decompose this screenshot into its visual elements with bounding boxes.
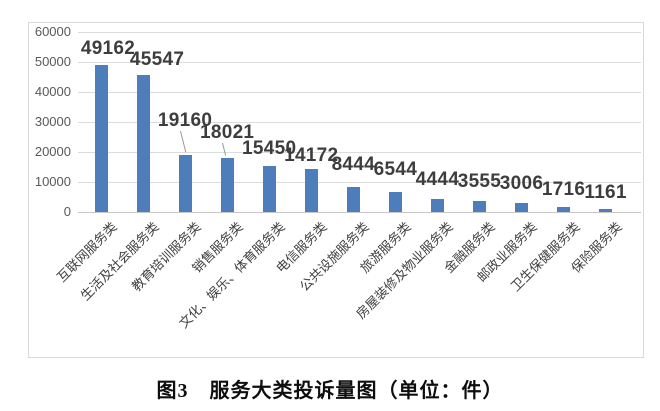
x-axis-line [78,212,641,213]
figure-caption: 图3 服务大类投诉量图（单位：件） [156,380,504,402]
bar [515,202,528,212]
bar [599,208,613,212]
bar [430,198,444,212]
y-tick-label: 30000 [34,114,71,129]
bar-value-label: 49162 [80,37,136,59]
bar-value-label: 3006 [499,172,544,194]
gridline [78,62,641,63]
gridline [78,182,641,183]
bar-value-label: 3555 [457,171,502,193]
bar [388,192,402,212]
gridline [78,32,641,33]
bar [472,201,486,212]
bar [304,169,318,212]
bar-value-label: 18021 [199,121,255,143]
bar-value-label: 8444 [331,153,376,175]
gridline [78,122,641,123]
chart-plot-border [28,22,644,358]
bar [94,64,108,212]
bar-value-label: 19160 [157,109,213,131]
bar [262,165,276,212]
y-tick-label: 40000 [34,84,71,99]
bar-value-label: 15450 [242,137,297,159]
gridline [78,92,641,93]
bar-value-label: 45547 [129,49,185,71]
y-tick-label: 50000 [34,54,71,69]
bar [178,154,192,212]
gridline [78,152,641,153]
y-tick-label: 0 [63,204,71,219]
bar-value-label: 14172 [284,145,339,167]
y-tick-label: 60000 [34,24,71,39]
bar [220,157,234,212]
y-tick-label: 20000 [34,144,71,159]
bar [136,75,150,212]
bar [557,206,571,212]
bar-value-label: 4444 [415,168,460,190]
bar-value-label: 6544 [373,159,418,181]
bar-value-label: 1161 [584,181,627,203]
bar-value-label: 1716 [541,178,586,200]
y-tick-label: 10000 [34,174,71,189]
bar [346,186,360,212]
